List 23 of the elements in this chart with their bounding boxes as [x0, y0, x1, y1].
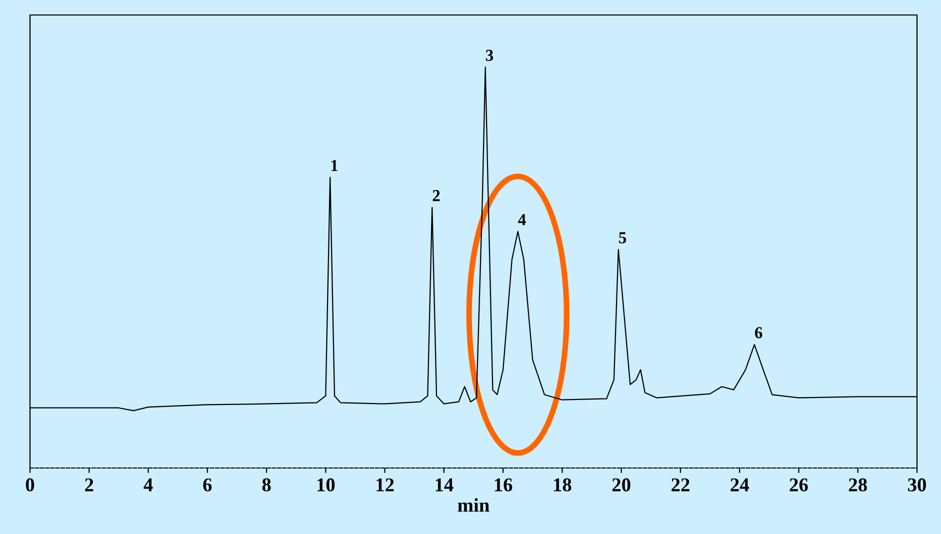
x-tick-label: 24	[730, 478, 749, 492]
x-tick-label: 26	[790, 478, 808, 492]
x-tick-label: 2	[85, 478, 94, 492]
x-tick-label: 10	[318, 478, 335, 492]
annotation: 4	[518, 214, 526, 226]
x-tick-label: 8	[262, 478, 271, 492]
x-tick-label: 14	[436, 478, 454, 492]
x-tick-label: 12	[376, 478, 394, 492]
x-tick-label: 20	[612, 478, 630, 492]
x-tick-label: 28	[848, 478, 867, 492]
annotation: 2	[432, 190, 440, 202]
x-tick-label: 6	[203, 478, 212, 492]
x-tick-label: 22	[672, 478, 690, 492]
x-axis-title: min	[458, 498, 490, 512]
x-tick-label: 0	[26, 478, 34, 492]
x-tick-label: 18	[554, 478, 572, 492]
annotation: 3	[486, 50, 494, 61]
annotation: 6	[754, 327, 762, 338]
x-tick-label: 16	[494, 478, 512, 492]
x-tick-label: 4	[144, 478, 153, 492]
annotation: 1	[331, 160, 338, 172]
annotation: 5	[619, 232, 626, 244]
x-tick-label: 30	[908, 478, 926, 492]
